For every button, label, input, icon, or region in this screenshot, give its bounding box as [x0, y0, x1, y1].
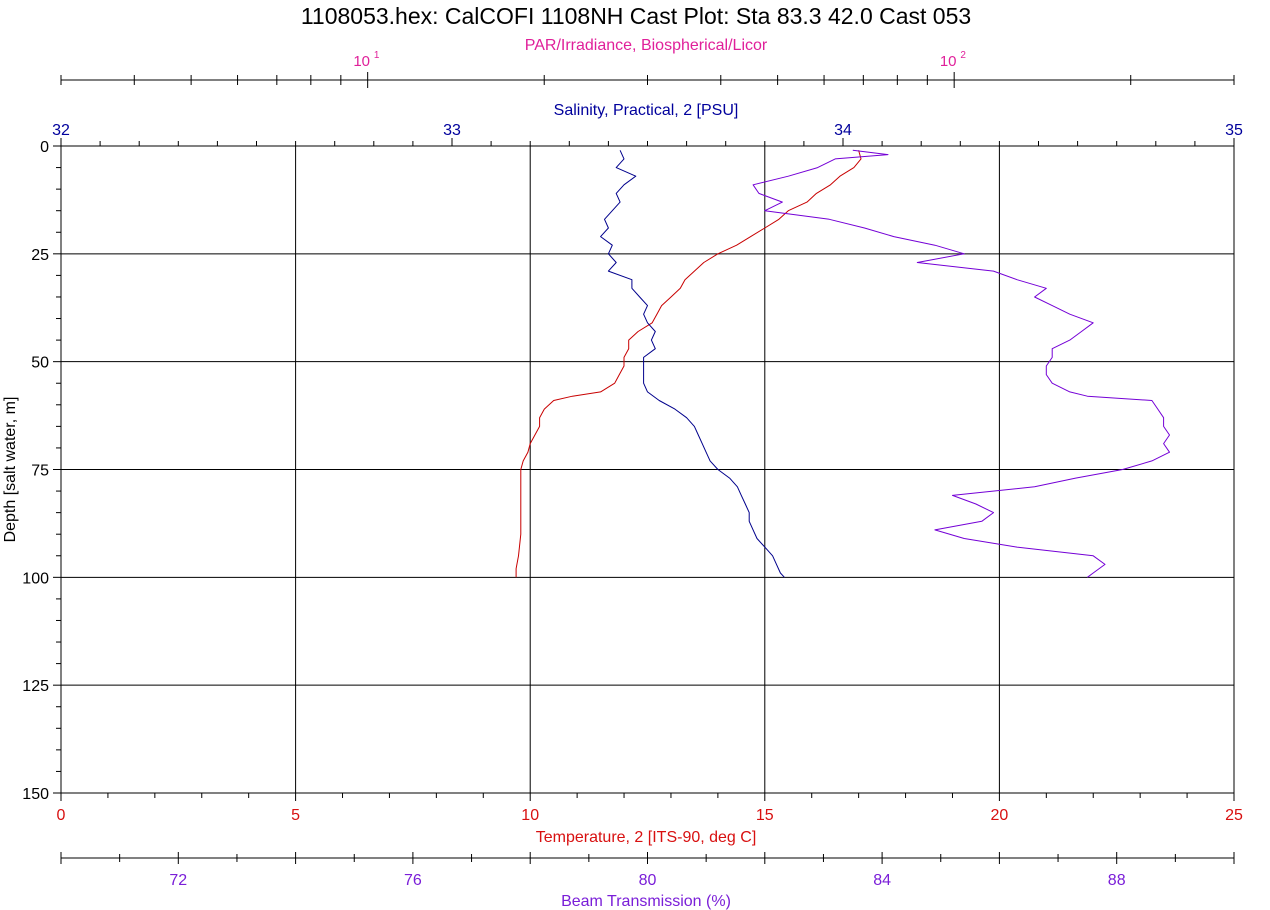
salinity-axis: 32 33 34 35: [52, 122, 1243, 146]
salinity-profile-line: [600, 150, 785, 578]
grid: [60, 145, 1235, 794]
depth-tick-label: 125: [22, 678, 49, 695]
beam-tick-label: 76: [404, 872, 422, 889]
depth-axis: 0 25 50 75 100 125 150: [22, 139, 61, 803]
temperature-tick-label: 5: [291, 807, 300, 824]
beam-tick-label: 88: [1108, 872, 1126, 889]
temperature-tick-label: 20: [991, 807, 1009, 824]
beam-tick-label: 72: [169, 872, 187, 889]
temperature-profile-line: [515, 150, 862, 578]
depth-tick-label: 0: [40, 139, 49, 156]
temperature-axis-label: Temperature, 2 [ITS-90, deg C]: [536, 829, 757, 846]
salinity-tick-label: 35: [1225, 122, 1243, 139]
par-tick-exponent: 1: [374, 50, 380, 61]
par-axis: 10 1 10 2: [60, 50, 1235, 88]
temperature-tick-label: 15: [756, 807, 774, 824]
par-tick-exponent: 2: [960, 50, 966, 61]
par-tick-label: 10: [940, 53, 957, 70]
temperature-axis: 0 5 10 15 20 25: [57, 793, 1243, 824]
salinity-axis-label: Salinity, Practical, 2 [PSU]: [554, 102, 739, 119]
salinity-tick-label: 34: [834, 122, 852, 139]
depth-tick-label: 50: [31, 355, 49, 372]
beam-tick-label: 80: [639, 872, 657, 889]
depth-tick-label: 75: [31, 463, 49, 480]
plot-frame: [60, 145, 1235, 794]
depth-tick-label: 25: [31, 247, 49, 264]
salinity-tick-label: 33: [443, 122, 461, 139]
chart-title: 1108053.hex: CalCOFI 1108NH Cast Plot: S…: [301, 3, 971, 29]
temperature-tick-label: 25: [1225, 807, 1243, 824]
salinity-tick-label: 32: [52, 122, 70, 139]
par-tick-label: 10: [353, 53, 370, 70]
beam-profile-line: [752, 149, 1170, 578]
depth-tick-label: 150: [22, 786, 49, 803]
series-layer: [515, 149, 1170, 578]
temperature-tick-label: 0: [57, 807, 66, 824]
beam-axis-label: Beam Transmission (%): [561, 893, 731, 910]
temperature-tick-label: 10: [521, 807, 539, 824]
beam-tick-label: 84: [873, 872, 891, 889]
depth-axis-label: Depth [salt water, m]: [2, 397, 19, 543]
depth-tick-label: 100: [22, 570, 49, 587]
beam-axis: 72 76 80 84 88: [60, 852, 1235, 889]
par-axis-label: PAR/Irradiance, Biospherical/Licor: [525, 37, 768, 54]
